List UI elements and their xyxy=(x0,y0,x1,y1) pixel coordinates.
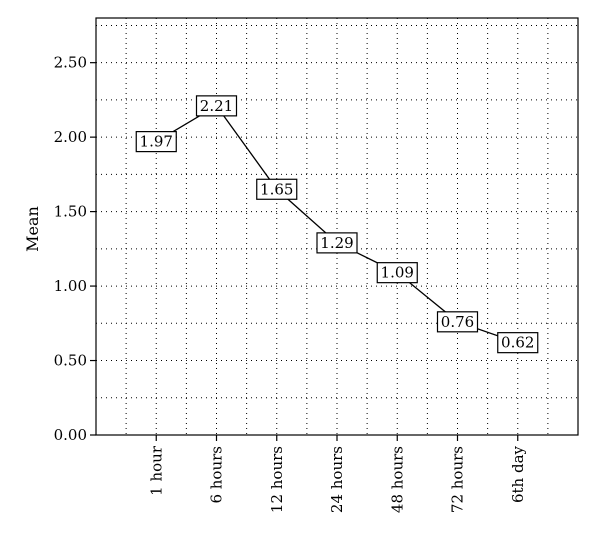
x-tick-label: 12 hours xyxy=(268,446,286,513)
y-tick-label: 0.00 xyxy=(54,426,87,444)
x-tick-label: 6th day xyxy=(509,445,527,503)
data-label-layer: 1.97 2.21 1.65 1.29 1.09 0.76 0.62 xyxy=(135,95,539,354)
y-axis-title: Mean xyxy=(23,206,42,252)
x-tick-label: 1 hour xyxy=(147,445,165,496)
axis-layer: 0.00 0.50 1.00 1.50 2.00 2.50 1 hour 6 hours 12 … xyxy=(54,17,579,513)
data-label: 0.76 xyxy=(441,313,474,331)
y-tick-label: 0.50 xyxy=(54,352,87,370)
x-tick-label: 72 hours xyxy=(449,446,467,513)
series-line xyxy=(155,105,518,344)
data-point-label: 2.21 xyxy=(195,95,238,117)
y-tick-label: 1.00 xyxy=(54,277,87,295)
data-point-label: 1.29 xyxy=(316,232,358,254)
data-point-label: 1.65 xyxy=(256,178,298,200)
data-label-box xyxy=(497,332,539,354)
data-point-label: 0.76 xyxy=(436,311,479,333)
data-label-box xyxy=(316,232,358,254)
data-label-box xyxy=(436,311,479,333)
plot-frame xyxy=(95,17,579,436)
data-label: 0.62 xyxy=(501,334,534,352)
data-label-box xyxy=(376,262,418,284)
y-tick-label: 2.50 xyxy=(54,54,87,72)
data-label: 1.97 xyxy=(140,133,173,151)
x-tick-label: 24 hours xyxy=(328,446,346,513)
data-label: 1.29 xyxy=(320,234,353,252)
grid-layer xyxy=(96,18,578,435)
data-label-box xyxy=(256,178,298,200)
y-tick-label: 2.00 xyxy=(54,128,87,146)
x-tick-label: 48 hours xyxy=(388,446,406,513)
data-label-box xyxy=(135,131,177,153)
data-point-label: 1.97 xyxy=(135,131,177,153)
data-label-box xyxy=(195,95,238,117)
x-tick-label: 6 hours xyxy=(208,446,226,504)
data-label: 2.21 xyxy=(200,97,233,115)
data-label: 1.09 xyxy=(381,264,414,282)
data-point-label: 1.09 xyxy=(376,262,418,284)
data-point-label: 0.62 xyxy=(497,332,539,354)
y-tick-label: 1.50 xyxy=(54,203,87,221)
data-label: 1.65 xyxy=(260,180,293,198)
series-layer xyxy=(155,105,518,344)
